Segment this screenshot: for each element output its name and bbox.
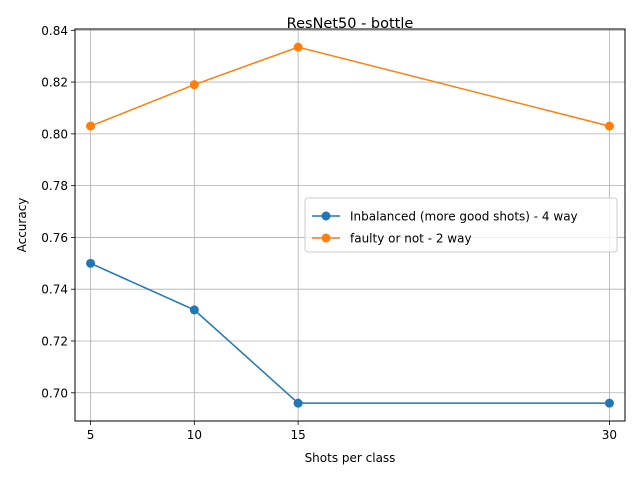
y-tick-label: 0.72	[41, 334, 68, 348]
legend-frame	[304, 197, 618, 253]
y-tick-label: 0.80	[41, 127, 68, 141]
y-tick-label: 0.70	[41, 386, 68, 400]
data-point-series-1	[604, 398, 614, 408]
x-axis-label: Shots per class	[305, 451, 396, 465]
chart-title: ResNet50 - bottle	[287, 16, 414, 32]
y-tick-label: 0.78	[41, 179, 68, 193]
y-axis-label: Accuracy	[15, 198, 29, 253]
x-tick-label: 5	[87, 428, 95, 442]
data-point-series-1	[189, 305, 199, 315]
x-tick-label: 30	[602, 428, 617, 442]
series-layer	[86, 42, 614, 408]
x-tick-label: 15	[290, 428, 305, 442]
legend: Inbalanced (more good shots) - 4 way fau…	[304, 197, 618, 253]
y-tick-label: 0.84	[41, 24, 68, 38]
data-point-series-2	[604, 121, 614, 131]
plot-frame	[74, 28, 626, 422]
axis-ticks: 5 10 15 30 0.70 0.72 0.74 0.76 0.78 0.80 0.82 0.84	[41, 24, 617, 442]
legend-marker-series-2	[321, 233, 331, 243]
y-tick-label: 0.76	[41, 231, 68, 245]
data-point-series-2	[293, 42, 303, 52]
data-point-series-1	[293, 398, 303, 408]
series-line-2	[90, 46, 610, 127]
series-line-1	[90, 262, 610, 404]
grid	[75, 29, 625, 421]
data-point-series-1	[86, 258, 96, 268]
x-tick-label: 10	[187, 428, 202, 442]
legend-marker-series-1	[321, 211, 331, 221]
y-tick-label: 0.74	[41, 283, 68, 297]
data-point-series-2	[189, 80, 199, 90]
legend-label-series-1: Inbalanced (more good shots) - 4 way	[350, 210, 578, 224]
legend-label-series-2: faulty or not - 2 way	[350, 232, 472, 246]
data-point-series-2	[86, 121, 96, 131]
y-tick-label: 0.82	[41, 76, 68, 90]
